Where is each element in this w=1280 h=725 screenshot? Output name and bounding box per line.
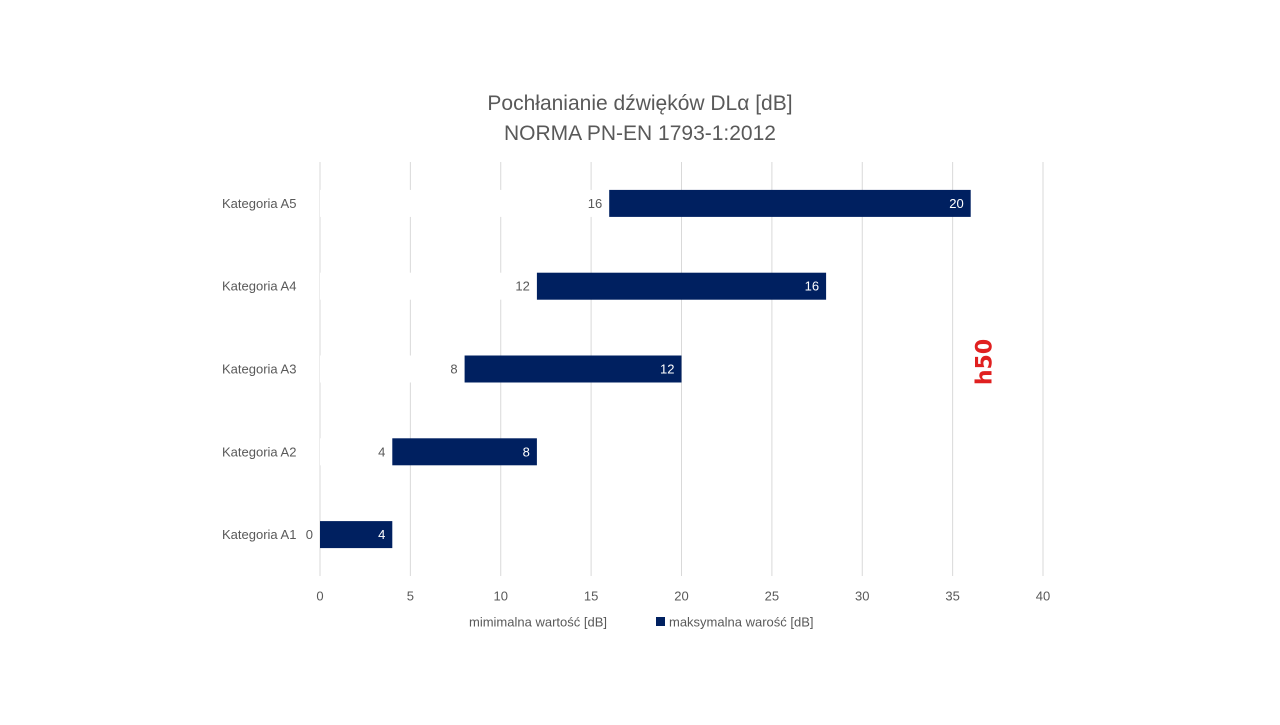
bars — [320, 189, 971, 549]
category-label: Kategoria A4 — [222, 279, 296, 294]
x-tick-label: 30 — [855, 589, 869, 604]
x-tick-label: 20 — [674, 589, 688, 604]
x-tick-label: 0 — [316, 589, 323, 604]
x-tick-labels: 0 5 10 15 20 25 30 35 40 — [316, 589, 1050, 604]
logo-text: h50 — [973, 339, 998, 385]
bar-min-segment — [320, 272, 537, 300]
bar-max-segment — [464, 355, 682, 383]
data-label-min: 12 — [515, 279, 529, 294]
data-label-max: 4 — [378, 527, 385, 542]
x-tick-label: 25 — [765, 589, 779, 604]
x-tick-label: 10 — [494, 589, 508, 604]
bar-max-segment — [392, 438, 537, 466]
data-label-max: 20 — [949, 196, 963, 211]
bar-max-segment — [609, 189, 971, 217]
bar-min-segment — [320, 189, 610, 217]
bar-max-segment — [536, 272, 827, 300]
legend-label-max: maksymalna warość [dB] — [669, 615, 814, 630]
data-label-min: 8 — [450, 362, 457, 377]
legend: mimimalna wartość [dB] maksymalna warość … — [469, 615, 814, 630]
bar-max-segment — [320, 521, 393, 549]
data-label-max: 12 — [660, 362, 674, 377]
category-label: Kategoria A2 — [222, 444, 296, 459]
chart-title-line: Pochłanianie dźwięków DLα [dB] — [487, 92, 792, 115]
bar-min-segment — [320, 438, 393, 466]
category-labels: Kategoria A1 Kategoria A2 Kategoria A3 Kate… — [222, 196, 296, 542]
x-tick-label: 40 — [1036, 589, 1050, 604]
data-labels: 0 4 4 8 8 12 12 16 16 20 — [306, 196, 964, 542]
category-label: Kategoria A1 — [222, 527, 296, 542]
x-tick-label: 15 — [584, 589, 598, 604]
category-label: Kategoria A5 — [222, 196, 296, 211]
legend-label-min: mimimalna wartość [dB] — [469, 615, 607, 630]
chart-title: Pochłanianie dźwięków DLα [dB] NORMA PN-E… — [487, 92, 792, 145]
data-label-min: 0 — [306, 527, 313, 542]
data-label-min: 16 — [588, 196, 602, 211]
bar-min-segment — [320, 355, 465, 383]
legend-swatch-max — [656, 617, 665, 626]
x-tick-label: 35 — [945, 589, 959, 604]
logo: h50 — [973, 339, 998, 385]
category-label: Kategoria A3 — [222, 362, 296, 377]
data-label-max: 16 — [805, 279, 819, 294]
x-tick-label: 5 — [407, 589, 414, 604]
chart-title-line: NORMA PN-EN 1793-1:2012 — [504, 122, 776, 145]
data-label-max: 8 — [523, 444, 530, 459]
data-label-min: 4 — [378, 444, 385, 459]
